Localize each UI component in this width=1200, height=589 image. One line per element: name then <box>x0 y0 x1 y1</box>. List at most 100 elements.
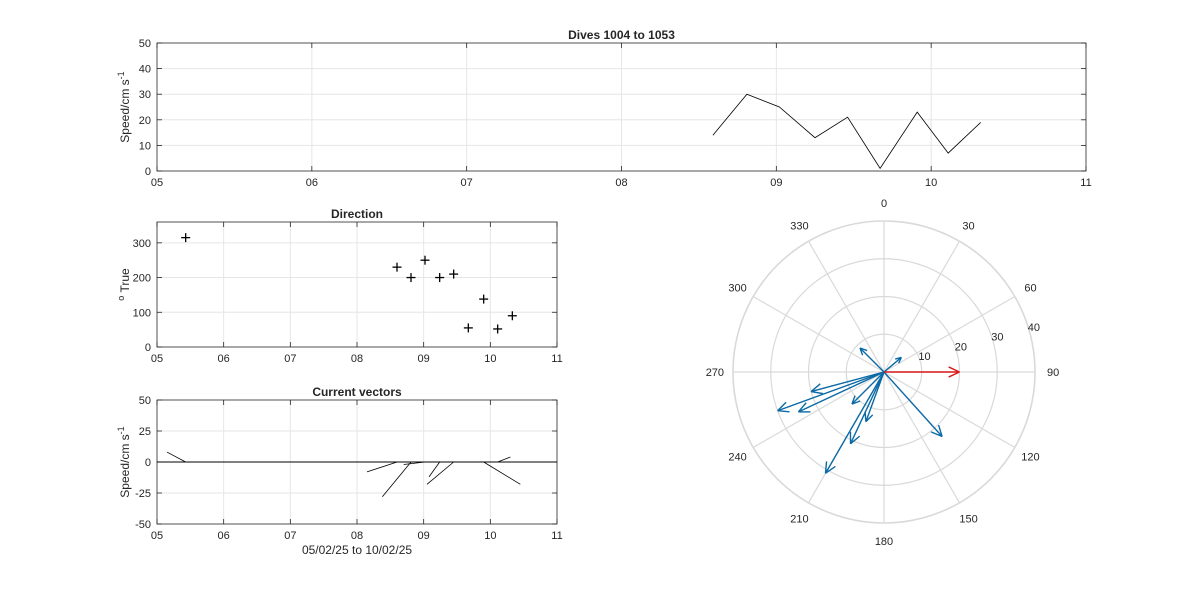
vectors-title: Current vectors <box>312 385 402 399</box>
direction-ytick-label: 0 <box>145 342 151 354</box>
compass-radius-label: 20 <box>955 341 967 353</box>
compass-angle-label: 90 <box>1047 367 1059 379</box>
compass-vector <box>883 356 902 373</box>
speed-xtick-label: 06 <box>306 177 318 189</box>
speed-xtick-label: 05 <box>151 177 163 189</box>
compass-vector-head <box>859 347 864 356</box>
compass-vector-head <box>930 431 943 438</box>
speed-ylabel-sup: -1 <box>116 71 126 79</box>
compass-spoke <box>807 240 885 373</box>
compass-vector <box>777 371 885 413</box>
compass-angle-label: 180 <box>875 536 893 548</box>
direction-point <box>493 324 503 334</box>
speed-ytick-label: 30 <box>139 89 151 101</box>
speed-xtick-label: 10 <box>925 177 937 189</box>
direction-point <box>463 323 473 333</box>
compass-angle-label: 240 <box>728 452 746 464</box>
compass-vector-head <box>810 383 821 393</box>
direction-title: Direction <box>331 207 383 221</box>
direction-point <box>420 255 430 265</box>
direction-xtick-label: 10 <box>484 353 496 365</box>
compass-vector-head <box>894 356 902 360</box>
vectors-stick <box>426 461 454 485</box>
speed-ytick-label: 20 <box>139 115 151 127</box>
compass-spoke <box>883 295 1016 373</box>
compass-angle-label: 330 <box>790 221 808 233</box>
speed-axes: 05 06 07 08 09 10 11 0 10 20 30 40 50 Dives 1004 to 1… <box>116 28 1092 189</box>
compass-angle-label: 120 <box>1021 452 1039 464</box>
compass-vector-shaft <box>824 371 885 474</box>
compass-spoke <box>883 371 1016 449</box>
compass-radius-label: 30 <box>991 332 1003 344</box>
compass-angle-label: 30 <box>962 221 974 233</box>
compass-angle-label: 270 <box>706 367 724 379</box>
vectors-xtick-label: 06 <box>218 530 230 542</box>
compass-spoke <box>752 371 885 449</box>
compass-vector-head <box>810 390 824 395</box>
speed-series-line <box>712 93 981 170</box>
vectors-stick <box>366 461 398 473</box>
compass-vector <box>859 347 885 373</box>
compass-vector-head <box>850 435 861 445</box>
direction-ylabel-text: True <box>118 268 132 296</box>
compass-vector-shaft <box>777 371 885 412</box>
direction-ylabel-sup: o <box>116 296 126 301</box>
speed-axes-frame <box>156 42 1087 172</box>
direction-xtick-label: 11 <box>551 353 562 365</box>
vectors-stick <box>483 461 521 485</box>
speed-xtick-label: 07 <box>461 177 473 189</box>
speed-ylabel: Speed/cm s-1 <box>116 71 132 142</box>
compass-vector-shaft <box>849 371 885 445</box>
vectors-ylabel-sup: -1 <box>116 426 126 434</box>
speed-title: Dives 1004 to 1053 <box>568 28 675 42</box>
direction-ytick-label: 200 <box>133 273 151 285</box>
direction-point <box>435 273 445 283</box>
vectors-stick <box>428 461 440 478</box>
compass-vector-shaft <box>851 371 885 405</box>
speed-ytick-label: 0 <box>145 166 151 178</box>
vectors-stick <box>382 461 412 497</box>
compass-axes: 0 30 60 90 120 150 180 210 240 270 300 330 10 20 30 40 <box>706 198 1060 548</box>
compass-vector-head <box>797 402 807 413</box>
compass-vector-shaft <box>865 371 885 422</box>
vectors-ylabel: Speed/cm s-1 <box>116 426 132 497</box>
vectors-xtick-label: 05 <box>151 530 163 542</box>
compass-mean-vector-head <box>948 371 960 378</box>
compass-vector-head <box>851 395 856 405</box>
direction-point <box>479 294 489 304</box>
compass-vector <box>883 371 943 438</box>
vectors-ytick-label: -25 <box>135 488 151 500</box>
compass-vector <box>810 371 885 395</box>
vectors-ytick-label: 50 <box>139 395 151 407</box>
direction-point <box>449 269 459 279</box>
direction-ylabel: o True <box>116 268 132 301</box>
vectors-ytick-label: 25 <box>139 426 151 438</box>
vectors-xlabel: 05/02/25 to 10/02/25 <box>302 543 412 557</box>
vectors-xtick-label: 11 <box>551 530 562 542</box>
compass-vector-head <box>777 401 787 412</box>
speed-xtick-label: 11 <box>1080 177 1091 189</box>
direction-point <box>181 233 191 243</box>
compass-angle-label: 300 <box>728 282 746 294</box>
compass-spoke <box>883 371 961 504</box>
compass-vector-head <box>851 400 861 405</box>
direction-ytick-label: 100 <box>133 307 151 319</box>
vectors-stick <box>166 451 186 463</box>
speed-ylabel-text: Speed/cm s <box>118 79 132 142</box>
direction-ytick-label: 300 <box>133 238 151 250</box>
compass-vector-shaft <box>883 371 943 437</box>
direction-xtick-label: 06 <box>218 353 230 365</box>
compass-vector-head <box>865 414 874 423</box>
direction-axes-frame <box>156 221 558 348</box>
compass-vector-shaft <box>883 356 902 373</box>
vectors-stick <box>497 456 511 463</box>
compass-angle-label: 0 <box>881 198 887 210</box>
vectors-xtick-label: 07 <box>284 530 296 542</box>
direction-point <box>507 311 517 321</box>
speed-ytick-label: 40 <box>139 64 151 76</box>
compass-vector-shaft <box>859 347 885 373</box>
compass-vector-head <box>898 357 902 364</box>
vectors-stick <box>403 461 426 465</box>
compass-vector-shaft <box>810 371 885 393</box>
